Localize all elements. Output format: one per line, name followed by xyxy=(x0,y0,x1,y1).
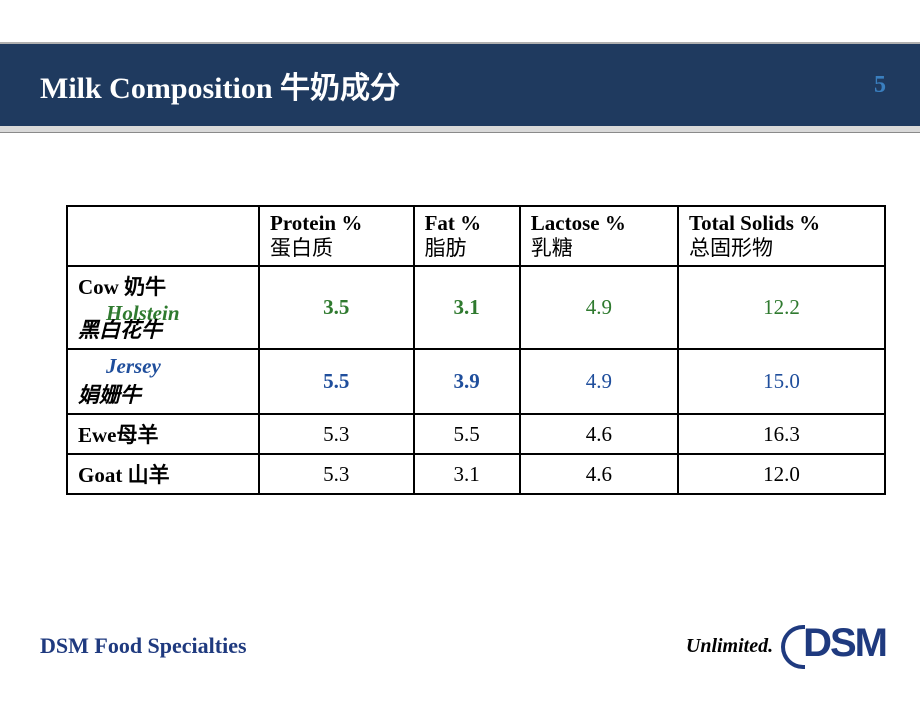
top-margin xyxy=(0,0,920,44)
title-bar: Milk Composition 牛奶成分 5 xyxy=(0,44,920,126)
goat-protein: 5.3 xyxy=(259,454,414,494)
holstein-solids: 12.2 xyxy=(678,266,885,349)
slide: Milk Composition 牛奶成分 5 Protein % 蛋白质 Fa… xyxy=(0,0,920,711)
row-ewe-label: Ewe母羊 xyxy=(67,414,259,454)
col-protein: Protein % 蛋白质 xyxy=(259,206,414,266)
jersey-protein: 5.5 xyxy=(259,349,414,414)
row-holstein: Cow 奶牛 Holstein 黑白花牛 3.5 3.1 4.9 12.2 xyxy=(67,266,885,349)
row-goat-label: Goat 山羊 xyxy=(67,454,259,494)
ewe-lactose: 4.6 xyxy=(520,414,678,454)
col-lactose: Lactose % 乳糖 xyxy=(520,206,678,266)
row-jersey: Jersey 娟姗牛 5.5 3.9 4.9 15.0 xyxy=(67,349,885,414)
table-header-row: Protein % 蛋白质 Fat % 脂肪 Lactose % 乳糖 Tota… xyxy=(67,206,885,266)
ewe-protein: 5.3 xyxy=(259,414,414,454)
jersey-fat: 3.9 xyxy=(414,349,520,414)
row-ewe: Ewe母羊 5.3 5.5 4.6 16.3 xyxy=(67,414,885,454)
goat-solids: 12.0 xyxy=(678,454,885,494)
goat-lactose: 4.6 xyxy=(520,454,678,494)
row-jersey-label: Jersey 娟姗牛 xyxy=(67,349,259,414)
ewe-fat: 5.5 xyxy=(414,414,520,454)
jersey-lactose: 4.9 xyxy=(520,349,678,414)
holstein-protein: 3.5 xyxy=(259,266,414,349)
holstein-fat: 3.1 xyxy=(414,266,520,349)
composition-table: Protein % 蛋白质 Fat % 脂肪 Lactose % 乳糖 Tota… xyxy=(66,205,886,495)
slide-title: Milk Composition 牛奶成分 xyxy=(40,63,400,107)
col-solids: Total Solids % 总固形物 xyxy=(678,206,885,266)
holstein-lactose: 4.9 xyxy=(520,266,678,349)
footer-org: DSM Food Specialties xyxy=(40,633,247,659)
page-number: 5 xyxy=(874,72,886,99)
content-area: Protein % 蛋白质 Fat % 脂肪 Lactose % 乳糖 Tota… xyxy=(0,133,920,495)
title-separator xyxy=(0,126,920,133)
footer: DSM Food Specialties Unlimited. DSM xyxy=(40,623,886,669)
jersey-solids: 15.0 xyxy=(678,349,885,414)
goat-fat: 3.1 xyxy=(414,454,520,494)
row-goat: Goat 山羊 5.3 3.1 4.6 12.0 xyxy=(67,454,885,494)
footer-right: Unlimited. DSM xyxy=(686,623,886,669)
row-holstein-label: Cow 奶牛 Holstein 黑白花牛 xyxy=(67,266,259,349)
ewe-solids: 16.3 xyxy=(678,414,885,454)
dsm-logo-icon: DSM xyxy=(781,623,886,669)
footer-tagline: Unlimited. xyxy=(686,635,773,658)
col-fat: Fat % 脂肪 xyxy=(414,206,520,266)
